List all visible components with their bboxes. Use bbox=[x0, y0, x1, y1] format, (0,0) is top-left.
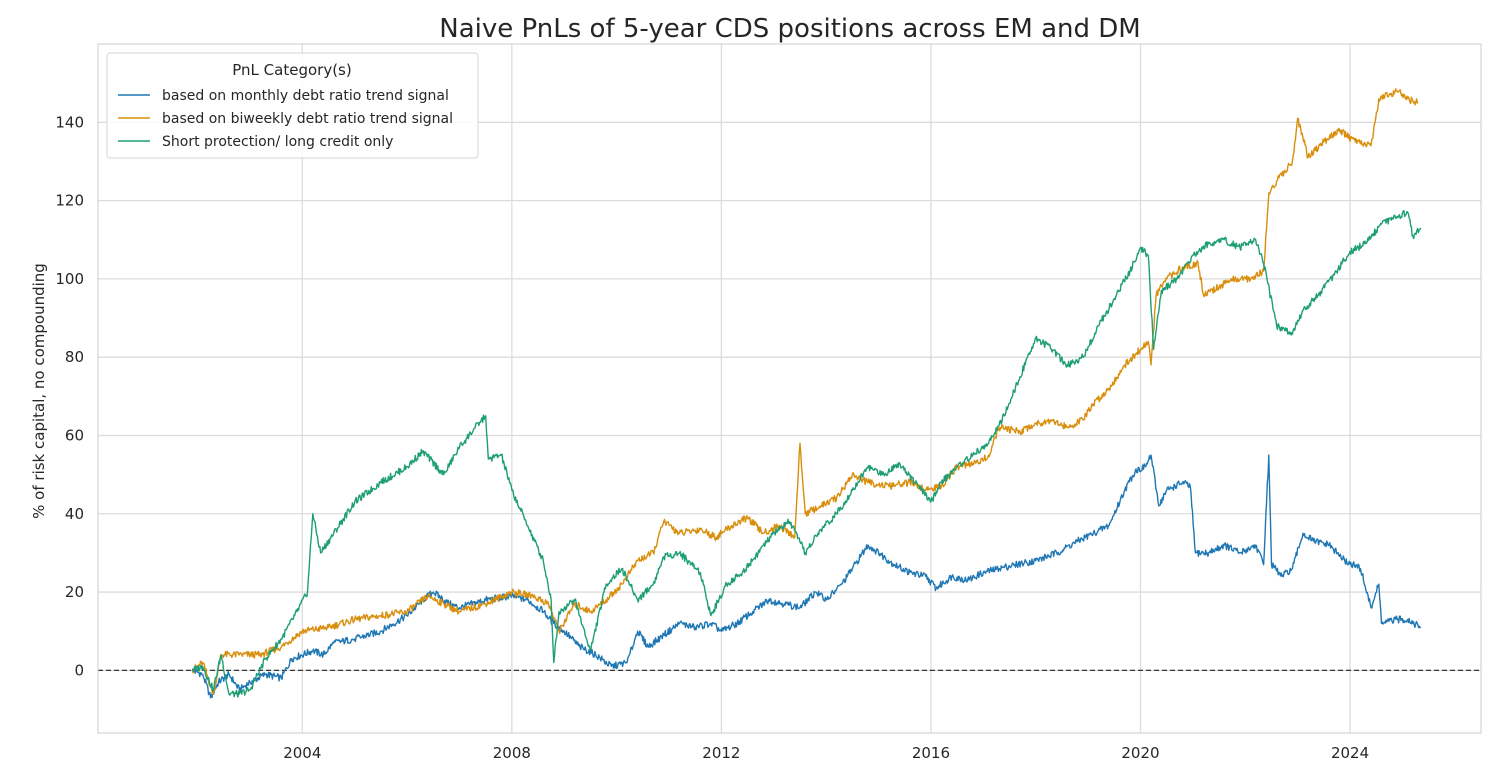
plot-frame bbox=[97, 43, 1482, 734]
x-tick-label: 2004 bbox=[283, 744, 321, 762]
y-tick-label: 40 bbox=[65, 505, 84, 523]
x-tick-label: 2024 bbox=[1331, 744, 1369, 762]
x-tick-label: 2008 bbox=[493, 744, 531, 762]
y-tick-label: 60 bbox=[65, 426, 84, 444]
legend-label-3: Short protection/ long credit only bbox=[162, 134, 393, 150]
grid bbox=[98, 44, 1481, 733]
tick-labels: 0 20 40 60 80 100 120 140 2004 2008 2012 2016 2020 20… bbox=[55, 113, 1369, 762]
series-line-2 bbox=[191, 88, 1419, 695]
y-tick-label: 0 bbox=[74, 661, 84, 679]
y-tick-label: 20 bbox=[65, 583, 84, 601]
legend-box bbox=[106, 52, 479, 159]
y-tick-label: 140 bbox=[55, 113, 84, 131]
x-tick-label: 2020 bbox=[1121, 744, 1159, 762]
series-line-3 bbox=[192, 209, 1422, 698]
x-tick-label: 2012 bbox=[702, 744, 740, 762]
series-line-1 bbox=[191, 454, 1422, 699]
y-axis-label: % of risk capital, no compounding bbox=[30, 263, 48, 519]
series-layer bbox=[191, 88, 1422, 699]
x-tick-label: 2016 bbox=[912, 744, 950, 762]
legend-items: based on monthly debt ratio trend signal… bbox=[118, 88, 453, 150]
y-tick-label: 100 bbox=[55, 270, 84, 288]
legend-label-2: based on biweekly debt ratio trend signa… bbox=[162, 111, 453, 127]
y-tick-label: 120 bbox=[55, 192, 84, 210]
chart-title: Naive PnLs of 5-year CDS positions acros… bbox=[439, 14, 1140, 44]
y-tick-label: 80 bbox=[65, 348, 84, 366]
legend-title: PnL Category(s) bbox=[232, 61, 351, 79]
legend-label-1: based on monthly debt ratio trend signal bbox=[162, 88, 449, 104]
legend: PnL Category(s) based on monthly debt ra… bbox=[106, 52, 479, 159]
